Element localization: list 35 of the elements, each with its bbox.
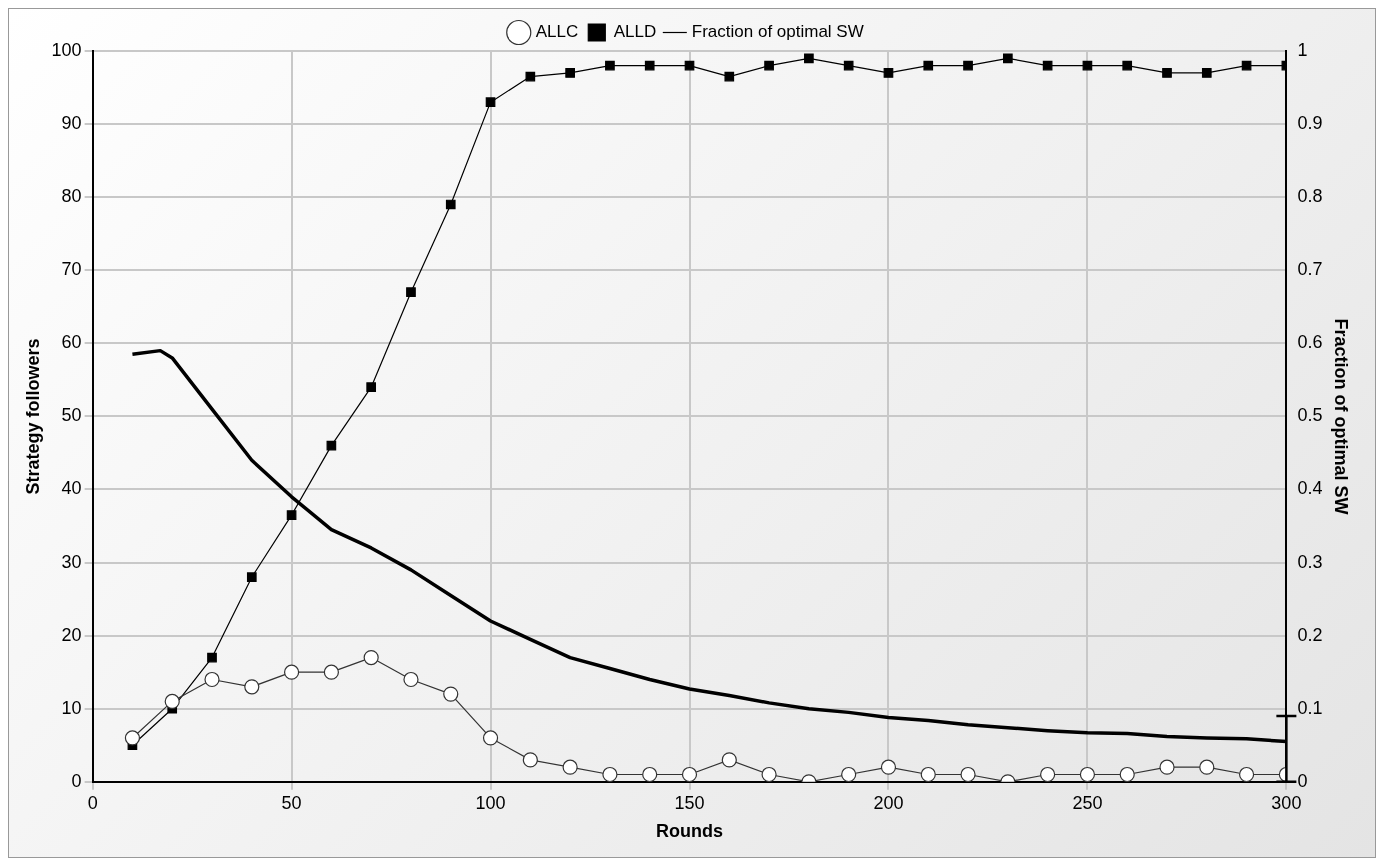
y2-tick-label: 0.2	[1297, 624, 1323, 645]
x-tick-label: 200	[873, 792, 904, 813]
x-tick-label: 0	[87, 792, 98, 813]
y2-tick-label: 0.3	[1297, 551, 1323, 572]
y2-tick-label: 0.8	[1297, 186, 1323, 207]
y2-tick-label: 1	[1297, 39, 1308, 60]
y2-tick-label: 0.4	[1297, 478, 1323, 499]
y-tick-label: 90	[61, 113, 82, 134]
y2-tick-label: 0.1	[1297, 697, 1323, 718]
y2-tick-label: 0	[1297, 770, 1308, 791]
y-tick-label: 100	[51, 39, 82, 60]
x-tick-label: 150	[674, 792, 705, 813]
y-tick-label: 80	[61, 186, 82, 207]
y2-tick-label: 0.5	[1297, 405, 1323, 426]
legend-label: Fraction of optimal SW	[691, 22, 864, 42]
y-axis-title: Strategy followers	[22, 338, 43, 495]
y-tick-label: 50	[61, 405, 82, 426]
y-tick-label: 60	[61, 332, 82, 353]
x-tick-label: 250	[1072, 792, 1103, 813]
legend-label: ALLD	[613, 22, 657, 42]
x-axis-title: Rounds	[656, 821, 723, 842]
y2-axis-title: Fraction of optimal SW	[1331, 318, 1352, 515]
legend-label: ALLC	[535, 22, 579, 42]
y-tick-label: 0	[71, 770, 82, 791]
y-tick-label: 70	[61, 259, 82, 280]
y2-tick-label: 0.7	[1297, 259, 1323, 280]
x-tick-label: 100	[475, 792, 506, 813]
y2-tick-label: 0.9	[1297, 113, 1323, 134]
y-tick-label: 40	[61, 478, 82, 499]
y-tick-label: 30	[61, 551, 82, 572]
x-tick-label: 300	[1271, 792, 1302, 813]
x-tick-label: 50	[281, 792, 302, 813]
y-tick-label: 10	[61, 697, 82, 718]
y2-tick-label: 0.6	[1297, 332, 1323, 353]
y-tick-label: 20	[61, 624, 82, 645]
